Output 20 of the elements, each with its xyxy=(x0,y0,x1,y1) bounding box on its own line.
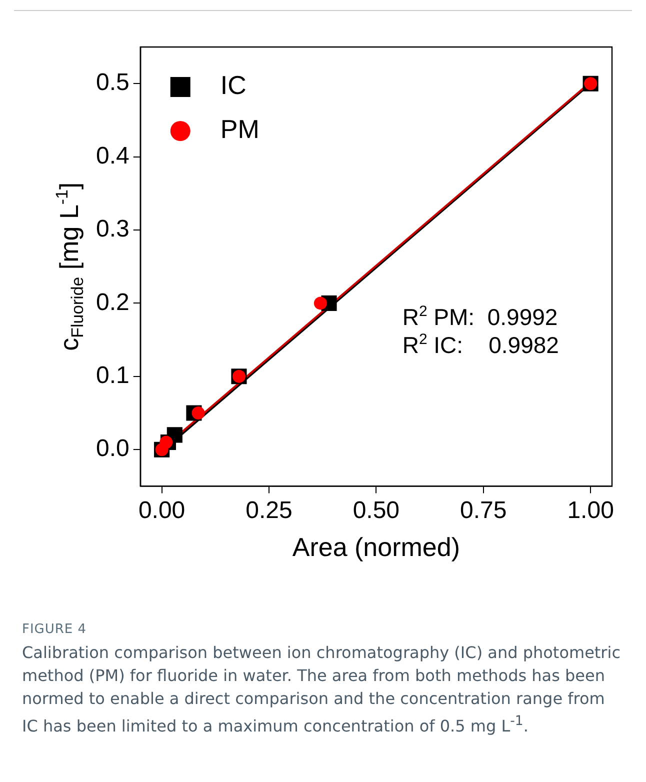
x-tick-label: 0.00 xyxy=(138,497,186,524)
text: Calibration comparison between ion chromatography (IC) and photometric method (PM) for fluoride in water. The area from both methods has been normed to enable a direct comparison and the concentration range from IC has been limited to a maximum concentration of 0.5 mg L$^{-1}$. xyxy=(22,642,622,738)
legend-label: PM xyxy=(220,114,260,144)
x-tick-label: 1.00 xyxy=(567,497,614,524)
x-tick-label: 0.50 xyxy=(352,497,400,524)
y-tick-label: 0.3 xyxy=(96,216,130,243)
legend-label: IC xyxy=(220,70,246,100)
y-tick-label: 0.4 xyxy=(96,142,130,170)
y-tick-label: 0.5 xyxy=(96,69,130,96)
x-tick-label: 0.75 xyxy=(460,497,507,524)
x-tick-label: 0.25 xyxy=(246,497,292,524)
point xyxy=(314,296,327,310)
y-tick-label: 0.2 xyxy=(96,288,130,316)
y-axis-title: cFluoride [mg L-1] xyxy=(52,182,88,351)
y-tick-label: 0.1 xyxy=(96,362,130,390)
point xyxy=(160,436,173,449)
y-tick-label: 0.0 xyxy=(96,435,130,462)
caption: FIGURE 4 xyxy=(22,622,87,637)
x-axis-title: Area (normed) xyxy=(292,532,460,562)
point xyxy=(192,406,205,420)
